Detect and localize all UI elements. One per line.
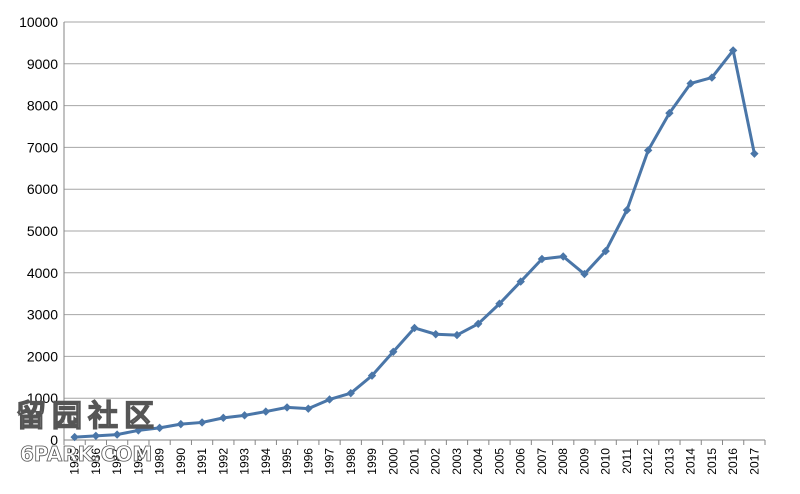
y-tick-label: 6000 [27,181,58,197]
data-point-marker [70,432,79,442]
x-tick-label: 1999 [365,448,379,475]
data-point-marker [176,419,186,429]
data-point-marker [112,430,122,439]
y-tick-label: 2000 [27,348,58,364]
data-point-marker [197,418,207,427]
x-tick-label: 2012 [641,448,655,475]
y-tick-label: 9000 [27,56,58,72]
y-tick-label: 0 [50,432,58,448]
x-tick-label: 2016 [726,448,740,475]
x-tick-label: 1991 [195,448,209,475]
data-point-marker [325,395,334,404]
data-point-marker [346,388,355,398]
x-tick-label: 1998 [344,448,358,475]
x-tick-label: 2004 [471,448,485,475]
data-point-marker [686,79,695,88]
x-tick-label: 1990 [174,448,188,475]
x-tick-label: 2000 [386,448,400,475]
data-point-marker [474,319,483,328]
data-point-marker [410,323,419,333]
data-point-marker [452,330,462,340]
x-tick-label: 1997 [323,448,337,475]
data-point-marker [665,108,674,118]
x-tick-label: 1987 [110,448,124,475]
y-axis-tick-labels: 0 1000 2000 3000 4000 5000 6000 7000 8000 9000 100… [19,14,58,448]
data-point-marker [728,46,738,55]
x-tick-label: 2001 [408,448,422,475]
watermark-latin-text: 6PARK.COM [20,442,152,466]
x-tick-label: 2007 [535,448,549,475]
series [70,46,759,442]
data-point-marker [282,403,292,412]
x-tick-label: 2014 [684,448,698,475]
data-point-marker [643,146,653,155]
x-tick-label: 1989 [153,448,167,475]
data-point-marker [622,205,632,215]
data-point-marker [367,371,377,380]
x-axis-tick-labels: 1985 1986 1987 1988 1989 1990 1991 1992 1993 1994… [68,448,762,475]
y-tick-label: 8000 [27,98,58,114]
data-point-marker [389,347,398,357]
x-tick-label: 1995 [280,448,294,475]
data-point-marker [91,431,101,441]
data-point-marker [431,330,440,339]
data-point-marker [537,254,547,264]
y-tick-label: 10000 [19,14,58,30]
y-tick-label: 7000 [27,139,58,155]
x-tick-label: 2013 [662,448,676,475]
watermark-chinese-text: 留园社区 [16,399,160,434]
data-point-marker [240,411,249,420]
data-point-marker [495,299,504,308]
x-tick-label: 2009 [577,448,591,475]
gridlines [64,21,765,399]
data-point-marker [580,269,589,279]
x-tick-label: 1985 [68,448,82,475]
y-tick-label: 4000 [27,265,58,281]
x-tick-label: 2011 [620,448,634,474]
x-tick-label: 2008 [556,448,570,475]
data-point-marker [261,407,271,416]
series-line [74,48,756,439]
y-tick-label: 1000 [27,390,58,406]
x-tick-label: 1988 [131,448,145,475]
x-tick-label: 2010 [599,448,613,475]
watermark: 留园社区 6PARK.COM [15,398,160,466]
y-tick-label: 3000 [27,307,58,323]
axes [63,22,766,445]
x-tick-label: 2017 [747,448,761,475]
x-tick-label: 2002 [429,448,443,475]
x-tick-label: 2003 [450,448,464,475]
y-tick-label: 5000 [27,223,58,239]
x-tick-label: 1996 [301,448,315,475]
x-tick-label: 2015 [705,448,719,475]
x-tick-label: 1993 [238,448,252,475]
x-tick-label: 1986 [89,448,103,475]
data-point-marker [601,246,610,256]
data-point-marker [304,404,313,413]
data-point-marker [134,426,143,435]
data-point-marker [558,252,568,261]
data-point-marker [750,149,759,158]
x-tick-label: 1994 [259,448,273,475]
x-tick-label: 2006 [514,448,528,475]
data-point-marker [707,73,717,82]
data-point-marker [219,413,228,423]
x-tick-label: 2005 [492,448,506,475]
x-tick-label: 1992 [216,448,230,475]
data-point-marker [516,277,525,286]
data-point-marker [155,423,164,433]
